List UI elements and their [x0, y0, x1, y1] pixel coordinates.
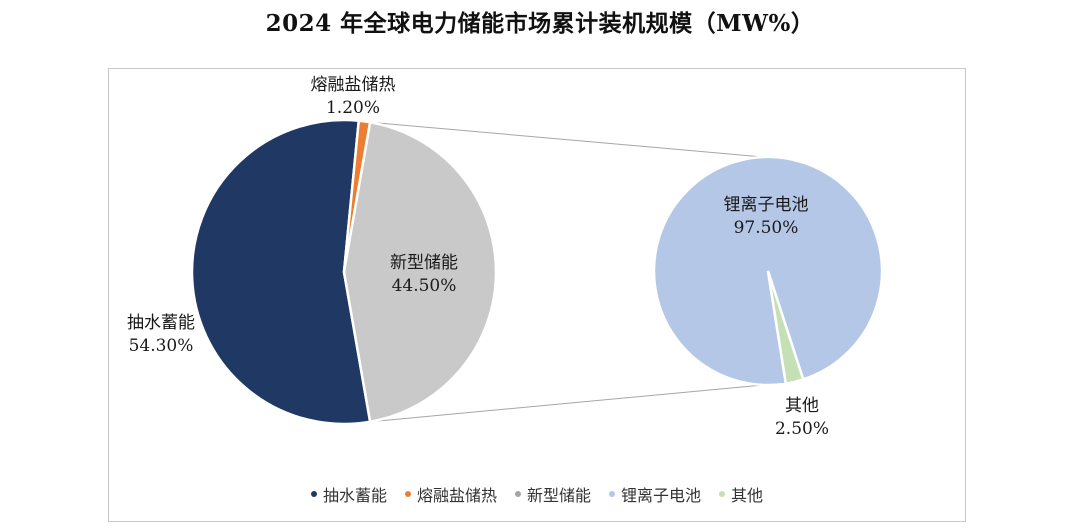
- legend-label: 其他: [731, 486, 764, 505]
- legend-label: 抽水蓄能: [322, 486, 387, 505]
- sub-pie-slice-other: [766, 270, 805, 386]
- legend-marker: [514, 491, 521, 497]
- sub-pie-slice-lithium-ion: [652, 155, 884, 387]
- connector-line-top: [370, 121, 765, 158]
- legend-label: 锂离子电池: [621, 486, 702, 505]
- connector-lines: [370, 121, 765, 423]
- pie-slice-new-storage: [342, 120, 498, 424]
- legend-marker: [310, 491, 317, 497]
- legend-item-molten-salt: 熔融盐储热: [404, 482, 497, 506]
- connector-line-bottom: [370, 384, 765, 423]
- pie-slice-pumped-hydro: [190, 118, 372, 426]
- legend-item-lithium-ion: 锂离子电池: [609, 482, 701, 506]
- data-label-pumped-hydro-value: 54.30%: [129, 336, 194, 356]
- legend-marker: [609, 491, 615, 497]
- data-label-lithium-ion-value: 97.50%: [734, 218, 799, 238]
- legend-item-other: 其他: [719, 482, 763, 506]
- data-label-other-name: 其他: [785, 396, 819, 416]
- data-label-new-storage-name: 新型储能: [390, 253, 458, 273]
- legend-marker: [404, 491, 411, 497]
- data-label-molten-salt-value: 1.20%: [326, 98, 380, 118]
- legend: 抽水蓄能 熔融盐储热 新型储能 锂离子电池 其他: [108, 482, 966, 506]
- data-label-pumped-hydro-name: 抽水蓄能: [127, 313, 195, 333]
- legend-marker: [719, 491, 726, 497]
- data-labels: 抽水蓄能 54.30% 熔融盐储热 1.20% 新型储能 44.50% 锂离子电池 97.50…: [127, 75, 829, 439]
- data-label-other-value: 2.50%: [775, 419, 829, 439]
- legend-item-new-storage: 新型储能: [514, 482, 591, 506]
- sub-pie: [652, 155, 884, 387]
- chart-title: 2024 年全球电力储能市场累计装机规模（MW%）: [265, 10, 815, 37]
- chart-frame: [108, 68, 966, 522]
- data-label-new-storage-value: 44.50%: [392, 276, 457, 296]
- data-label-molten-salt-name: 熔融盐储热: [311, 75, 396, 95]
- legend-item-pumped-hydro: 抽水蓄能: [310, 482, 387, 506]
- main-pie: [190, 118, 498, 426]
- legend-label: 熔融盐储热: [416, 486, 497, 505]
- data-label-lithium-ion-name: 锂离子电池: [724, 195, 809, 215]
- legend-label: 新型储能: [526, 486, 591, 505]
